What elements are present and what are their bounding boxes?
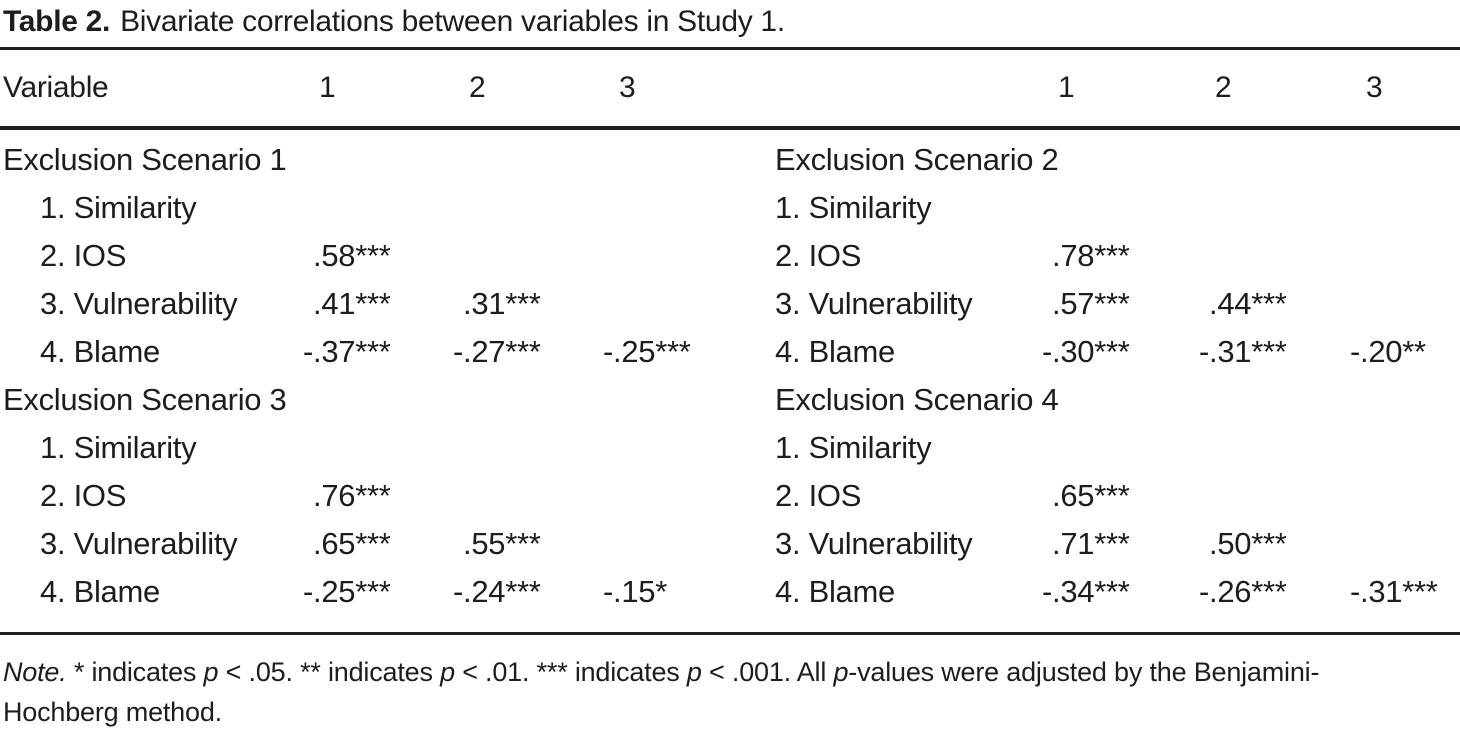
scenario-1-title: Exclusion Scenario 1 — [3, 141, 287, 177]
note-line-1: Note. * indicates p < .05. ** indicates … — [3, 652, 1460, 692]
corr-value: -.25*** — [603, 333, 691, 369]
corr-value: .31*** — [463, 285, 541, 321]
scenario-2-title: Exclusion Scenario 2 — [775, 141, 1059, 177]
corr-value: .50*** — [1209, 525, 1287, 561]
note-text: -values were adjusted by the Benjamini- — [848, 656, 1320, 687]
row-label: 3. Vulnerability — [40, 525, 238, 561]
table-note: Note. * indicates p < .05. ** indicates … — [0, 652, 1460, 732]
header-right-col-3: 3 — [1366, 71, 1383, 104]
corr-value: -.31*** — [1199, 333, 1287, 369]
table-title: Table 2. Bivariate correlations between v… — [0, 0, 1460, 47]
header-right-col-1: 1 — [1058, 71, 1075, 104]
note-text: < .001. All — [701, 656, 834, 687]
header-right-col-2: 2 — [1215, 71, 1232, 104]
corr-value: -.30*** — [1042, 333, 1130, 369]
corr-value: -.25*** — [303, 573, 391, 609]
corr-value: .65*** — [1052, 477, 1130, 513]
table-row: 3. Vulnerability .41*** .31*** 3. Vulner… — [0, 280, 1460, 328]
row-label: 2. IOS — [775, 477, 862, 513]
scenario-header-row: Exclusion Scenario 1 Exclusion Scenario … — [0, 136, 1460, 184]
table-row: 3. Vulnerability .65*** .55*** 3. Vulner… — [0, 520, 1460, 568]
row-label: 4. Blame — [40, 573, 160, 609]
table-number: Table 2. — [3, 5, 111, 38]
top-rule — [0, 47, 1460, 50]
row-label: 1. Similarity — [40, 429, 197, 465]
row-label: 3. Vulnerability — [40, 285, 238, 321]
table-caption: Bivariate correlations between variables… — [120, 5, 785, 38]
note-label: Note. — [3, 656, 67, 687]
corr-value: .71*** — [1052, 525, 1130, 561]
corr-value: .76*** — [313, 477, 391, 513]
table-row: 4. Blame -.25*** -.24*** -.15* 4. Blame … — [0, 568, 1460, 616]
corr-value: .41*** — [313, 285, 391, 321]
p-symbol: p — [833, 656, 849, 687]
corr-value: -.34*** — [1042, 573, 1130, 609]
header-variable-label: Variable — [3, 71, 109, 104]
corr-value: -.20** — [1350, 333, 1426, 369]
header-row: Variable 1 2 3 1 2 3 — [0, 50, 1460, 126]
scenario-3-title: Exclusion Scenario 3 — [3, 381, 287, 417]
header-rule — [0, 126, 1460, 130]
row-label: 3. Vulnerability — [775, 525, 973, 561]
scenario-4-title: Exclusion Scenario 4 — [775, 381, 1059, 417]
note-text: < .01. *** indicates — [454, 656, 687, 687]
note-text: < .05. ** indicates — [218, 656, 441, 687]
row-label: 4. Blame — [775, 573, 895, 609]
corr-value: -.15* — [603, 573, 667, 609]
corr-value: -.31*** — [1350, 573, 1438, 609]
header-left-col-3: 3 — [619, 71, 636, 104]
corr-value: .65*** — [313, 525, 391, 561]
row-label: 1. Similarity — [40, 189, 197, 225]
row-label: 2. IOS — [775, 237, 862, 273]
corr-value: -.26*** — [1199, 573, 1287, 609]
corr-value: .55*** — [463, 525, 541, 561]
p-symbol: p — [203, 656, 219, 687]
header-left-col-2: 2 — [469, 71, 486, 104]
note-line-2: Hochberg method. — [3, 696, 222, 727]
table-row: 1. Similarity 1. Similarity — [0, 184, 1460, 232]
corr-value: .57*** — [1052, 285, 1130, 321]
scenario-header-row: Exclusion Scenario 3 Exclusion Scenario … — [0, 376, 1460, 424]
corr-value: -.27*** — [453, 333, 541, 369]
row-label: 4. Blame — [775, 333, 895, 369]
bottom-rule — [0, 631, 1460, 635]
table-row: 2. IOS .76*** 2. IOS .65*** — [0, 472, 1460, 520]
table-body: Exclusion Scenario 1 Exclusion Scenario … — [0, 136, 1460, 616]
table-row: 4. Blame -.37*** -.27*** -.25*** 4. Blam… — [0, 328, 1460, 376]
table-row: 2. IOS .58*** 2. IOS .78*** — [0, 232, 1460, 280]
corr-value: .58*** — [313, 237, 391, 273]
note-text: * indicates — [66, 656, 204, 687]
corr-value: -.24*** — [453, 573, 541, 609]
p-symbol: p — [440, 656, 455, 687]
row-label: 1. Similarity — [775, 189, 932, 225]
p-symbol: p — [686, 656, 702, 687]
row-label: 4. Blame — [40, 333, 160, 369]
corr-value: .78*** — [1052, 237, 1130, 273]
row-label: 3. Vulnerability — [775, 285, 973, 321]
row-label: 1. Similarity — [775, 429, 932, 465]
row-label: 2. IOS — [40, 477, 127, 513]
row-label: 2. IOS — [40, 237, 127, 273]
table-row: 1. Similarity 1. Similarity — [0, 424, 1460, 472]
corr-value: .44*** — [1209, 285, 1287, 321]
header-left-col-1: 1 — [319, 71, 336, 104]
corr-value: -.37*** — [303, 333, 391, 369]
